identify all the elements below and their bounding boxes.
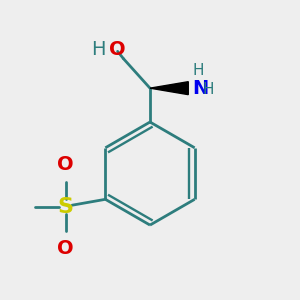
- Polygon shape: [150, 82, 188, 94]
- Text: H: H: [202, 82, 214, 97]
- Text: N: N: [192, 79, 208, 98]
- Text: S: S: [58, 197, 74, 217]
- Text: O: O: [109, 40, 126, 59]
- Text: H: H: [91, 40, 105, 59]
- Text: H: H: [193, 63, 204, 78]
- Text: O: O: [57, 239, 74, 258]
- Text: O: O: [57, 155, 74, 174]
